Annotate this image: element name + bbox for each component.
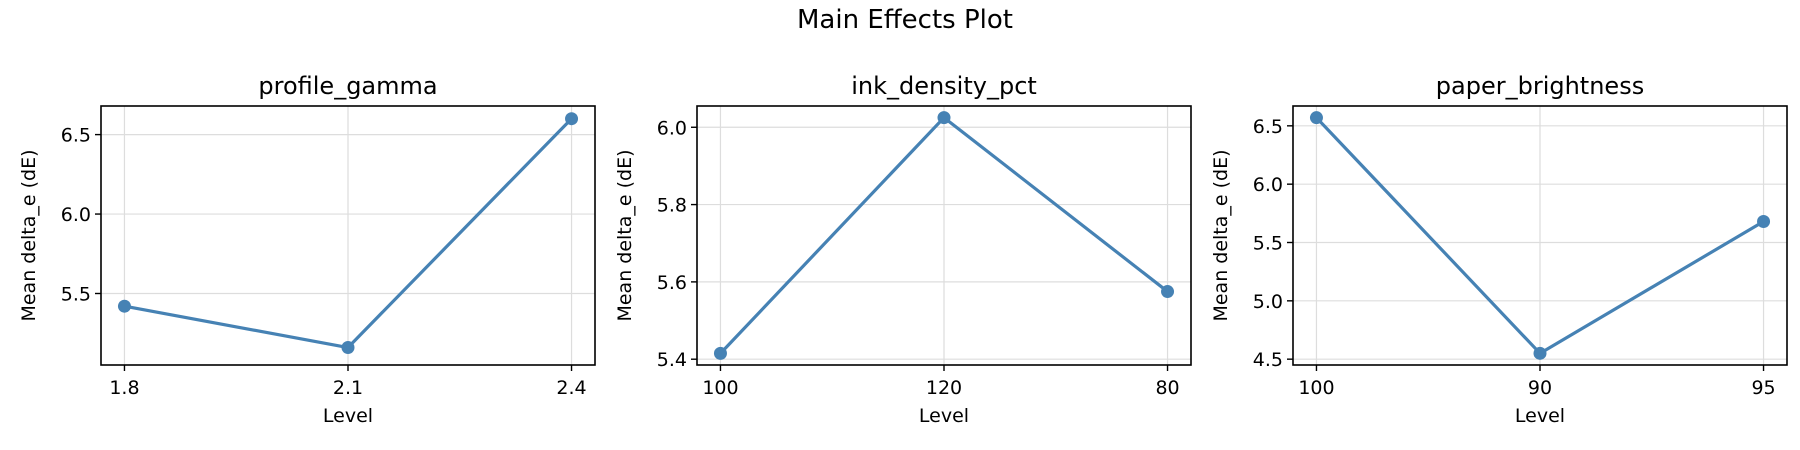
data-point <box>1161 285 1175 299</box>
data-point <box>937 111 951 125</box>
data-point <box>713 346 727 360</box>
y-axis-label: Mean delta_e (dE) <box>1210 149 1232 321</box>
y-axis-label: Mean delta_e (dE) <box>18 149 40 321</box>
x-tick-label: 100 <box>702 377 738 399</box>
data-point <box>341 341 355 355</box>
y-tick-label: 5.4 <box>657 349 687 371</box>
x-axis-label: Level <box>323 405 373 427</box>
y-tick-label: 6.0 <box>61 204 91 226</box>
y-tick-label: 4.5 <box>1253 349 1283 371</box>
y-tick-label: 5.5 <box>61 283 91 305</box>
x-tick-label: 2.4 <box>556 377 586 399</box>
x-tick-label: 95 <box>1751 377 1775 399</box>
y-tick-label: 6.5 <box>61 125 91 147</box>
y-tick-label: 6.0 <box>1253 174 1283 196</box>
y-axis-label: Mean delta_e (dE) <box>614 149 636 321</box>
data-point <box>565 112 579 126</box>
x-tick-label: 100 <box>1298 377 1334 399</box>
x-tick-label: 120 <box>926 377 962 399</box>
x-tick-label: 1.8 <box>109 377 139 399</box>
x-axis-label: Level <box>1515 405 1565 427</box>
figure-title: Main Effects Plot <box>797 5 1013 35</box>
panel-title: paper_brightness <box>1436 72 1644 100</box>
plot-frame <box>696 105 1192 366</box>
data-point <box>117 299 131 313</box>
panel-ink_density_pct: ink_density_pct 5.4 5.6 5.8 6.0 100 120 80 Level… <box>614 72 1192 427</box>
panel-profile_gamma: profile_gamma 5.5 6.0 6.5 1.8 2.1 2.4 Level Mean… <box>18 72 596 427</box>
y-tick-label: 5.0 <box>1253 291 1283 313</box>
panel-title: ink_density_pct <box>851 72 1037 100</box>
y-tick-label: 6.5 <box>1253 116 1283 138</box>
y-tick-label: 5.6 <box>657 272 687 294</box>
y-tick-label: 6.0 <box>657 117 687 139</box>
x-tick-label: 90 <box>1528 377 1552 399</box>
x-tick-label: 80 <box>1155 377 1179 399</box>
x-axis-label: Level <box>919 405 969 427</box>
y-tick-label: 5.8 <box>657 195 687 217</box>
panel-title: profile_gamma <box>258 72 437 100</box>
data-point <box>1309 111 1323 125</box>
data-point <box>1533 346 1547 360</box>
x-tick-label: 2.1 <box>333 377 363 399</box>
plot-frame <box>100 105 596 366</box>
y-tick-label: 5.5 <box>1253 233 1283 255</box>
data-point <box>1757 215 1771 228</box>
panels: profile_gamma 5.5 6.0 6.5 1.8 2.1 2.4 Level Mean… <box>18 72 1788 427</box>
panel-paper_brightness: paper_brightness 4.5 5.0 5.5 6.0 6.5 100 90 95 Le… <box>1210 72 1788 427</box>
plot-frame <box>1292 105 1788 366</box>
